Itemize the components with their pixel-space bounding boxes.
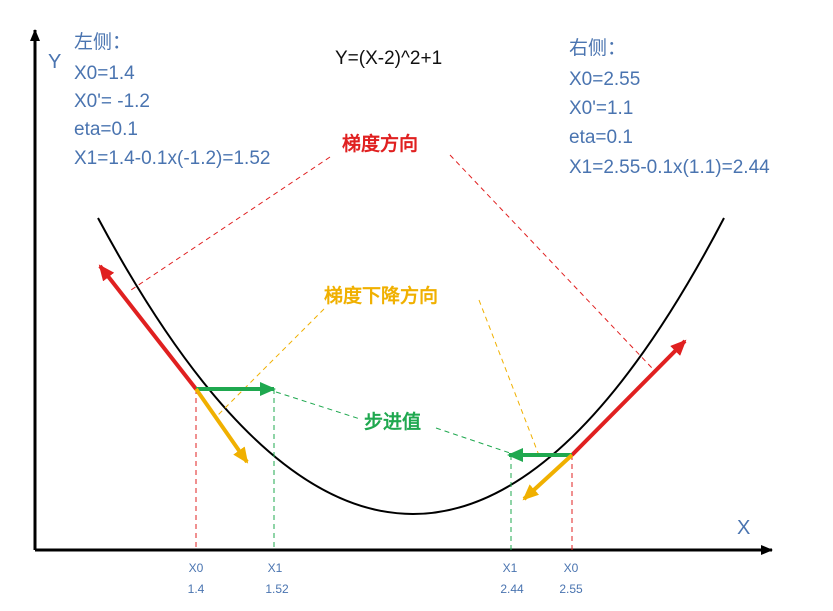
right-panel-line: X0'=1.1: [569, 98, 633, 119]
descent-arrow-left: [194, 387, 249, 464]
y-axis-label: Y: [48, 51, 61, 73]
tick-name-x1-left: X1: [268, 561, 283, 575]
right-panel-line: X1=2.55-0.1x(1.1)=2.44: [569, 157, 770, 178]
x-axis-label: X: [737, 517, 750, 539]
descent-arrow-right: [522, 453, 574, 501]
descent-leader-right: [478, 299, 541, 459]
tick-value-x0-left: 1.4: [188, 582, 205, 596]
right-panel-line: eta=0.1: [569, 127, 633, 148]
descent-direction-label: 梯度下降方向: [324, 284, 438, 307]
function-title: Y=(X-2)^2+1: [335, 48, 442, 69]
left-panel-heading: 左侧：: [74, 31, 131, 53]
step-value-label: 步进值: [364, 410, 421, 433]
tick-value-x0-right: 2.55: [559, 582, 583, 596]
right-panel: 右侧： X0=2.55 X0'=1.1 eta=0.1 X1=2.55-0.1x…: [569, 37, 770, 178]
gradient-arrow-left: [98, 264, 198, 391]
step-leader-left: [275, 391, 361, 420]
parabola-curve: [97, 217, 725, 515]
descent-leader-left: [217, 308, 325, 416]
left-panel-line: eta=0.1: [74, 119, 138, 140]
tick-name-x0-left: X0: [189, 561, 204, 575]
tick-value-x1-right: 2.44: [500, 582, 524, 596]
gradient-leader-right: [449, 154, 653, 369]
gradient-direction-label: 梯度方向: [342, 132, 418, 155]
right-panel-line: X0=2.55: [569, 69, 640, 90]
left-panel-line: X0=1.4: [74, 63, 135, 84]
gradient-arrow-right: [570, 339, 687, 457]
left-panel-line: X0'= -1.2: [74, 91, 150, 112]
right-panel-heading: 右侧：: [569, 37, 626, 59]
step-leader-right: [435, 427, 511, 454]
left-panel: 左侧： X0=1.4 X0'= -1.2 eta=0.1 X1=1.4-0.1x…: [74, 31, 270, 169]
tick-name-x0-right: X0: [564, 561, 579, 575]
gradient-leader-left: [127, 156, 331, 293]
left-panel-line: X1=1.4-0.1x(-1.2)=1.52: [74, 148, 270, 169]
tick-value-x1-left: 1.52: [265, 582, 289, 596]
tick-name-x1-right: X1: [503, 561, 518, 575]
